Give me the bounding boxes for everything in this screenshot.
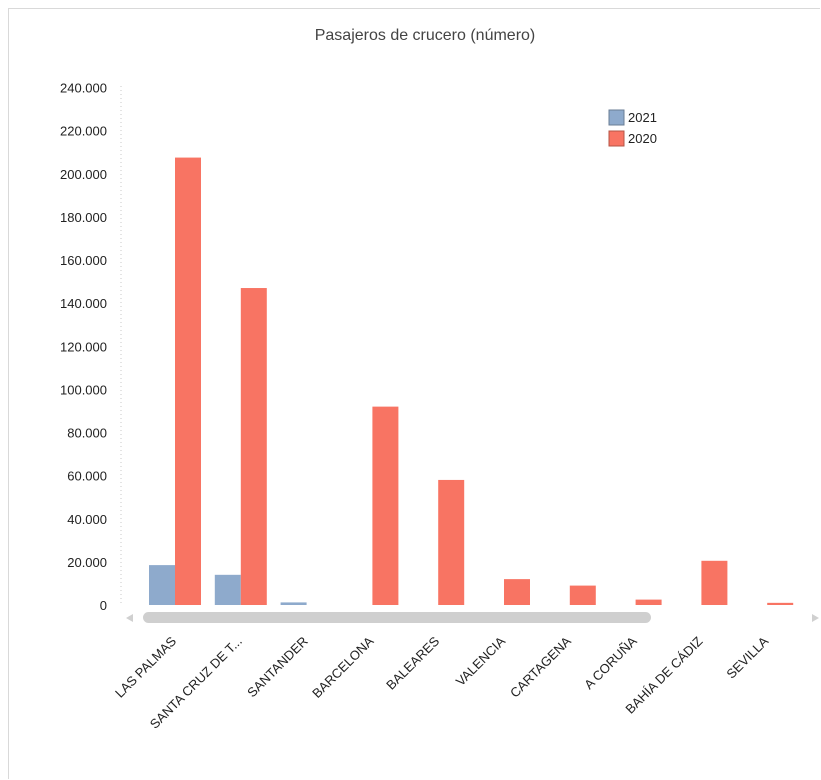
x-tick-label: BARCELONA	[309, 633, 377, 701]
bar-2020[interactable]	[372, 406, 399, 605]
y-tick-label: 20.000	[67, 555, 107, 570]
bar-2020[interactable]	[767, 602, 794, 605]
horizontal-scrollbar[interactable]	[126, 612, 819, 623]
bar-2020[interactable]	[438, 479, 465, 605]
y-tick-label: 60.000	[67, 469, 107, 484]
y-tick-label: 220.000	[60, 124, 107, 139]
x-tick-label: SANTANDER	[244, 634, 311, 701]
bar-2020[interactable]	[701, 560, 728, 605]
x-tick-label: A CORUÑA	[581, 633, 640, 692]
legend: 2021 2020	[608, 109, 657, 147]
bar-2020[interactable]	[175, 157, 201, 605]
legend-swatch-2021	[608, 109, 625, 126]
bar-2020[interactable]	[240, 288, 267, 605]
y-tick-label: 100.000	[60, 382, 107, 397]
scroll-right-arrow-icon[interactable]	[812, 614, 819, 622]
y-tick-label: 40.000	[67, 512, 107, 527]
x-tick-label: BALEARES	[383, 633, 442, 692]
scrollbar-thumb[interactable]	[143, 612, 651, 623]
scroll-left-arrow-icon[interactable]	[126, 614, 133, 622]
legend-label-2021: 2021	[628, 110, 657, 125]
x-tick-label: LAS PALMAS	[112, 633, 179, 700]
x-tick-label: CARTAGENA	[507, 633, 574, 700]
bar-2021[interactable]	[149, 565, 175, 605]
x-tick-label: SEVILLA	[723, 633, 771, 681]
bar-2020[interactable]	[635, 599, 662, 605]
chart-frame	[8, 8, 820, 779]
bar-2021[interactable]	[214, 574, 241, 605]
y-tick-label: 0	[100, 598, 107, 613]
legend-swatch-2020	[608, 130, 625, 147]
y-tick-label: 120.000	[60, 339, 107, 354]
x-tick-label: VALENCIA	[453, 633, 509, 689]
chart-title: Pasajeros de crucero (número)	[315, 27, 536, 44]
y-tick-label: 200.000	[60, 167, 107, 182]
bars	[149, 157, 794, 605]
y-tick-label: 160.000	[60, 253, 107, 268]
y-axis-ticks: 240.000 220.000 200.000 180.000 160.000 140.0…	[60, 81, 107, 614]
y-tick-label: 80.000	[67, 426, 107, 441]
bar-2021[interactable]	[280, 602, 307, 605]
y-tick-label: 180.000	[60, 210, 107, 225]
bar-2020[interactable]	[504, 579, 530, 605]
y-tick-label: 240.000	[60, 81, 107, 96]
legend-label-2020: 2020	[628, 131, 657, 146]
y-tick-label: 140.000	[60, 296, 107, 311]
bar-2020[interactable]	[569, 585, 596, 605]
